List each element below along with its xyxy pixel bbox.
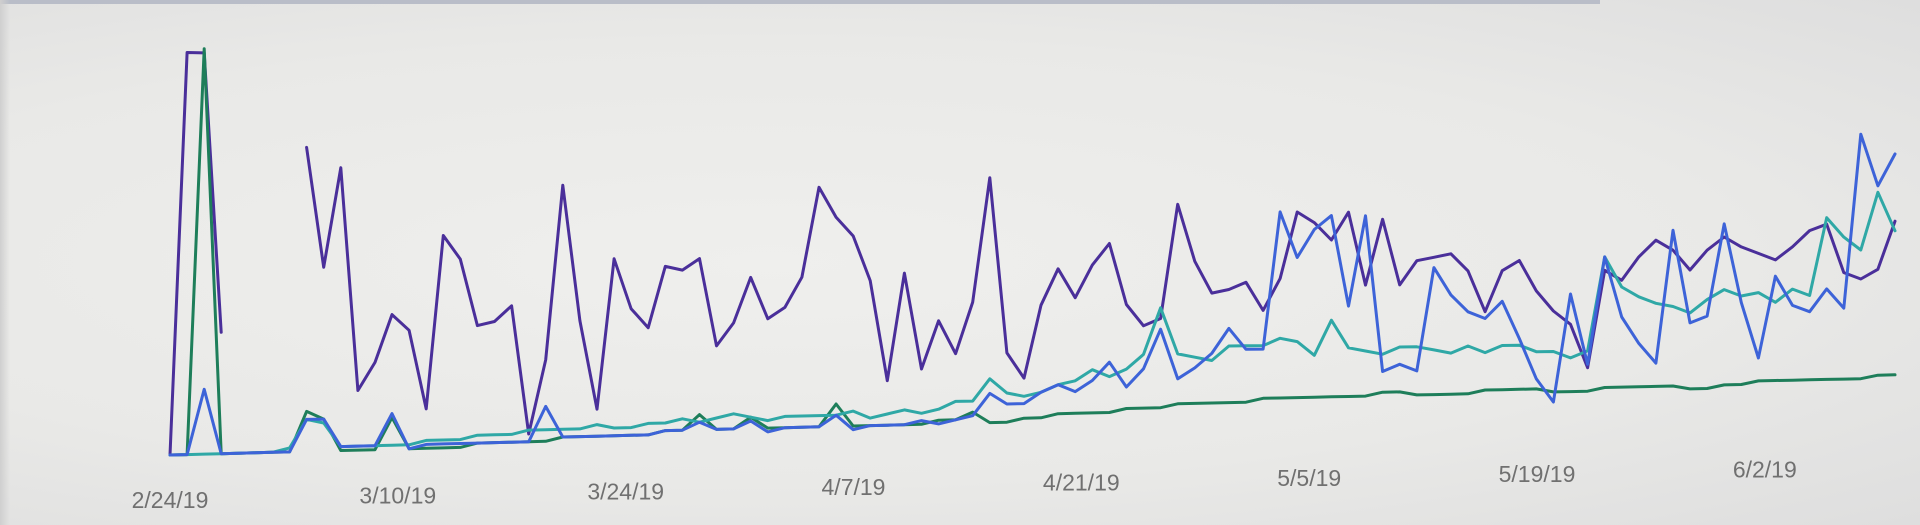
top-bar bbox=[0, 0, 1600, 4]
series-line-3 bbox=[168, 190, 1897, 457]
series-line-2 bbox=[168, 47, 1897, 457]
series-line-4 bbox=[168, 132, 1897, 457]
x-tick-label: 4/7/19 bbox=[822, 474, 886, 500]
x-tick-label: 3/24/19 bbox=[587, 478, 664, 504]
x-tick-label: 6/2/19 bbox=[1733, 457, 1797, 483]
x-tick-label: 4/21/19 bbox=[1043, 470, 1120, 496]
x-tick-label: 5/5/19 bbox=[1277, 465, 1341, 491]
x-axis-tick-labels: 2/24/19 3/10/19 3/24/19 4/7/19 4/21/19 5/5/19… bbox=[132, 457, 1797, 514]
x-tick-label: 3/10/19 bbox=[359, 483, 436, 509]
series-line-1 bbox=[168, 51, 1897, 457]
left-edge-shadow bbox=[0, 0, 10, 525]
x-tick-label: 2/24/19 bbox=[132, 487, 209, 513]
series-lines bbox=[168, 47, 1897, 457]
x-tick-label: 5/19/19 bbox=[1499, 461, 1576, 487]
